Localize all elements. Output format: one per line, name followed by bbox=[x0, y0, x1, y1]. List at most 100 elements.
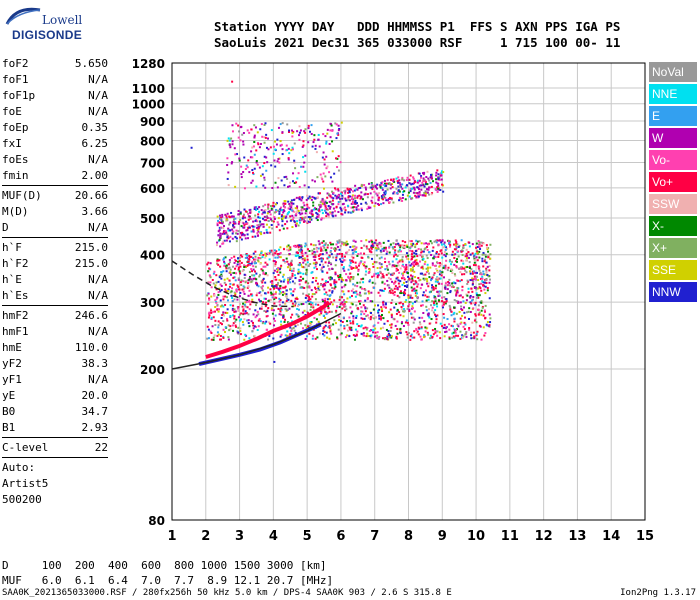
echo-point bbox=[383, 287, 386, 290]
param-value: 246.6 bbox=[74, 309, 108, 322]
echo-point bbox=[265, 133, 268, 136]
echo-point bbox=[304, 154, 307, 157]
echo-point bbox=[266, 263, 269, 266]
echo-point bbox=[235, 289, 238, 292]
echo-point bbox=[264, 186, 267, 189]
echo-point bbox=[325, 142, 328, 145]
echo-point bbox=[336, 132, 339, 135]
echo-point bbox=[410, 281, 413, 284]
echo-point bbox=[242, 268, 245, 271]
echo-point bbox=[297, 270, 300, 273]
echo-point bbox=[263, 176, 266, 179]
echo-point bbox=[421, 184, 424, 187]
echo-point bbox=[288, 185, 291, 188]
echo-point bbox=[410, 262, 413, 265]
echo-point bbox=[428, 316, 431, 319]
param-row: fxI 6.25 bbox=[2, 136, 108, 152]
echo-point bbox=[266, 231, 269, 234]
echo-point bbox=[231, 80, 234, 83]
echo-point bbox=[209, 281, 212, 284]
echo-point bbox=[385, 184, 388, 187]
echo-point bbox=[209, 276, 212, 279]
echo-point bbox=[325, 201, 328, 204]
echo-point bbox=[341, 286, 344, 289]
echo-point bbox=[446, 269, 449, 272]
echo-point bbox=[255, 161, 258, 164]
param-row: h`F 215.0 bbox=[2, 240, 108, 256]
echo-point bbox=[422, 291, 425, 294]
echo-point bbox=[432, 333, 435, 336]
echo-point bbox=[373, 190, 376, 193]
echo-point bbox=[277, 266, 280, 269]
echo-point bbox=[266, 216, 269, 219]
echo-point bbox=[407, 294, 410, 297]
echo-point bbox=[298, 198, 301, 201]
echo-point bbox=[258, 317, 261, 320]
echo-point bbox=[276, 160, 279, 163]
echo-point bbox=[376, 337, 379, 340]
echo-point bbox=[335, 197, 338, 200]
echo-point bbox=[306, 248, 309, 251]
echo-point bbox=[267, 210, 270, 213]
echo-point bbox=[429, 181, 432, 184]
echo-point bbox=[471, 272, 474, 275]
echo-point bbox=[311, 249, 314, 252]
echo-point bbox=[442, 303, 445, 306]
echo-point bbox=[384, 302, 387, 305]
echo-point bbox=[409, 249, 412, 252]
echo-point bbox=[327, 298, 330, 301]
echo-point bbox=[408, 195, 411, 198]
echo-point bbox=[407, 254, 410, 257]
echo-point bbox=[354, 295, 357, 298]
echo-point bbox=[323, 203, 326, 206]
echo-point bbox=[222, 295, 225, 298]
echo-point bbox=[231, 287, 234, 290]
echo-point bbox=[441, 183, 444, 186]
echo-point bbox=[231, 143, 234, 146]
echo-point bbox=[350, 255, 353, 258]
echo-point bbox=[296, 177, 299, 180]
echo-point bbox=[309, 301, 312, 304]
param-value: 0.35 bbox=[81, 121, 109, 134]
echo-point bbox=[468, 261, 471, 264]
echo-point bbox=[308, 285, 311, 288]
echo-point bbox=[230, 162, 233, 165]
echo-point bbox=[410, 333, 413, 336]
echo-point bbox=[271, 204, 274, 207]
echo-point bbox=[382, 241, 385, 244]
echo-point bbox=[344, 209, 347, 212]
echo-point bbox=[245, 220, 248, 223]
echo-point bbox=[234, 221, 237, 224]
echo-point bbox=[331, 291, 334, 294]
echo-point bbox=[386, 338, 389, 341]
echo-point bbox=[255, 185, 258, 188]
echo-point bbox=[253, 262, 256, 265]
echo-point bbox=[247, 322, 250, 325]
echo-point bbox=[275, 143, 278, 146]
echo-point bbox=[489, 257, 492, 260]
legend-item: Vo- bbox=[649, 150, 697, 170]
echo-point bbox=[477, 267, 480, 270]
echo-point bbox=[420, 338, 423, 341]
echo-point bbox=[405, 299, 408, 302]
echo-point bbox=[223, 331, 226, 334]
echo-point bbox=[265, 301, 268, 304]
echo-point bbox=[366, 196, 369, 199]
echo-point bbox=[242, 222, 245, 225]
echo-point bbox=[355, 208, 358, 211]
echo-point bbox=[436, 269, 439, 272]
echo-point bbox=[225, 218, 228, 221]
echo-point bbox=[399, 267, 402, 270]
echo-point bbox=[237, 316, 240, 319]
echo-point bbox=[228, 329, 231, 332]
echo-point bbox=[391, 186, 394, 189]
echo-point bbox=[472, 307, 475, 310]
echo-point bbox=[349, 306, 352, 309]
echo-point bbox=[331, 180, 334, 183]
echo-point bbox=[259, 142, 262, 145]
echo-point bbox=[403, 308, 406, 311]
echo-point bbox=[305, 301, 308, 304]
echo-point bbox=[276, 256, 279, 259]
echo-point bbox=[270, 308, 273, 311]
echo-point bbox=[431, 329, 434, 332]
